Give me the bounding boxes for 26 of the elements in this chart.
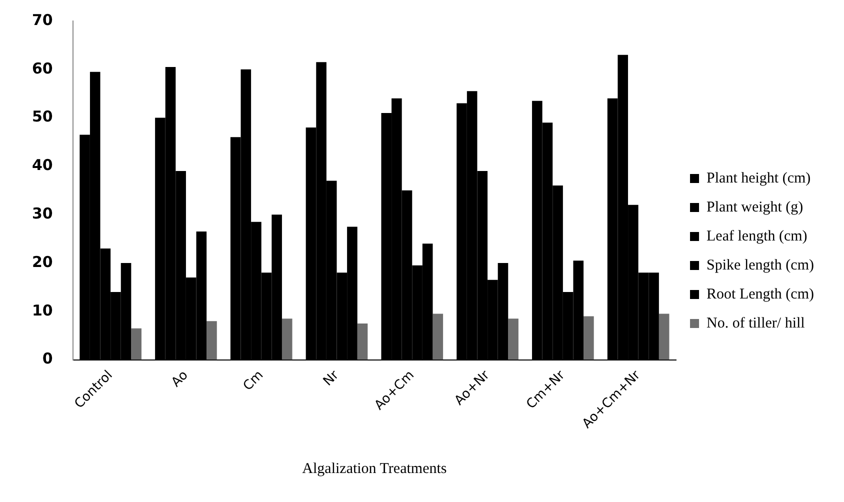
bar (658, 314, 670, 360)
x-tick-label: Nr (320, 367, 342, 390)
bar (282, 318, 292, 360)
bar (357, 323, 368, 360)
y-tick-label: 60 (32, 59, 53, 78)
y-tick-label: 0 (42, 350, 53, 368)
y-tick-label: 40 (32, 156, 53, 174)
legend-label: Root Length (cm) (706, 286, 814, 302)
legend-label: Leaf length (cm) (706, 228, 808, 244)
legend-label: Spike length (cm) (706, 257, 814, 274)
bar (584, 316, 594, 360)
y-tick-label: 50 (32, 108, 53, 126)
bar (508, 318, 518, 360)
bar (206, 321, 217, 360)
y-tick-label: 10 (32, 301, 53, 320)
bar (432, 314, 444, 360)
legend-label: No. of tiller/ hill (706, 315, 805, 332)
y-tick-label: 70 (32, 10, 53, 29)
legend-label: Plant weight (g) (706, 199, 804, 216)
x-tick-label: Cm (240, 368, 267, 394)
bar (131, 328, 142, 360)
legend-label: Plant height (cm) (706, 170, 811, 186)
x-tick-label: Ao (168, 368, 192, 390)
x-axis-title: Algalization Treatments (302, 460, 447, 477)
y-tick-label: 20 (32, 252, 53, 271)
y-tick-label: 30 (32, 204, 53, 222)
